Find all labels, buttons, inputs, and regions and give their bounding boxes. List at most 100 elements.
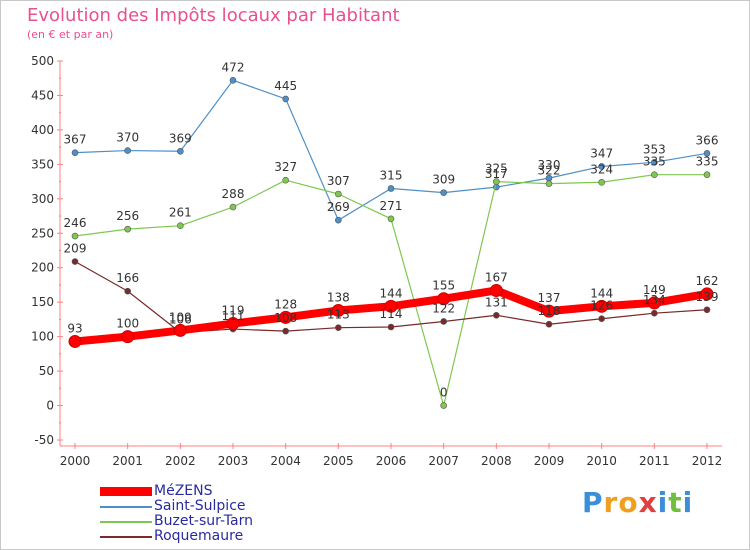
data-label: 256 xyxy=(116,209,139,223)
data-point xyxy=(703,306,711,314)
x-tick-label: 2004 xyxy=(270,454,301,468)
data-label: 0 xyxy=(440,386,448,400)
data-label: 322 xyxy=(538,164,561,178)
data-point xyxy=(651,309,658,317)
data-label: 288 xyxy=(222,187,245,201)
data-point xyxy=(598,163,605,170)
data-label: 111 xyxy=(222,309,245,323)
data-label: 114 xyxy=(380,307,403,321)
data-point xyxy=(440,318,447,325)
data-label: 122 xyxy=(432,301,455,315)
data-label: 137 xyxy=(538,291,561,305)
data-label: 139 xyxy=(696,290,719,304)
data-point xyxy=(651,158,658,166)
data-point xyxy=(124,147,131,154)
x-tick-label: 2006 xyxy=(376,454,407,468)
y-tick-label: 500 xyxy=(31,54,54,68)
x-tick-label: 2010 xyxy=(586,454,617,468)
data-label: 109 xyxy=(169,310,192,324)
data-point xyxy=(545,180,553,187)
x-tick-label: 2005 xyxy=(323,454,354,468)
y-tick-label: 250 xyxy=(31,226,54,240)
data-point xyxy=(335,324,342,331)
logo-letter: r xyxy=(603,486,619,519)
data-label: 370 xyxy=(116,131,139,145)
logo-letter: i xyxy=(682,486,694,519)
data-label: 315 xyxy=(380,168,403,182)
data-label: 144 xyxy=(380,286,403,300)
data-label: 327 xyxy=(274,160,297,174)
y-tick-label: 300 xyxy=(31,192,54,206)
x-tick-label: 2007 xyxy=(428,454,459,468)
data-point xyxy=(595,299,609,313)
data-point xyxy=(71,232,79,240)
data-label: 128 xyxy=(274,297,297,311)
data-point xyxy=(489,283,503,297)
data-point xyxy=(440,189,447,196)
logo-letter: P xyxy=(582,486,604,519)
proxiti-logo: Proxiti xyxy=(582,486,693,519)
data-label: 271 xyxy=(380,199,403,213)
data-point xyxy=(282,95,289,103)
x-tick-label: 2012 xyxy=(692,454,723,468)
data-label: 472 xyxy=(222,60,245,74)
data-label: 93 xyxy=(67,321,82,335)
data-point xyxy=(124,225,131,233)
legend-item-saint-sulpice: Saint-Sulpice xyxy=(100,499,253,514)
y-tick-label: 350 xyxy=(31,157,54,171)
data-point xyxy=(542,304,556,318)
data-label: 113 xyxy=(327,308,350,322)
data-point xyxy=(598,315,605,323)
data-label: 445 xyxy=(274,79,297,93)
data-label: 119 xyxy=(222,304,245,318)
data-point xyxy=(173,323,187,337)
legend-swatch-roquemaure xyxy=(100,535,152,538)
data-label: 347 xyxy=(590,146,613,160)
data-label: 162 xyxy=(696,274,719,288)
data-point xyxy=(493,311,500,319)
data-point xyxy=(647,296,661,310)
data-point xyxy=(387,323,395,331)
data-label: 366 xyxy=(696,133,719,147)
x-tick-label: 2011 xyxy=(639,454,670,468)
data-label: 100 xyxy=(116,317,139,331)
legend-swatch-buzet-sur-tarn xyxy=(100,520,152,523)
data-point xyxy=(703,150,711,157)
chart-title: Evolution des Impôts locaux par Habitant xyxy=(27,5,400,26)
data-point xyxy=(493,178,500,185)
data-label: 118 xyxy=(538,304,561,318)
y-tick-label: 50 xyxy=(39,364,54,378)
data-point xyxy=(282,176,289,184)
data-point xyxy=(703,171,711,178)
x-tick-label: 2003 xyxy=(218,454,249,468)
data-label: 131 xyxy=(485,295,508,309)
logo-letter: x xyxy=(638,486,658,519)
data-point xyxy=(384,299,398,313)
data-point xyxy=(71,149,79,156)
legend-swatch-saint-sulpice xyxy=(100,505,152,508)
logo-letter: o xyxy=(618,486,639,519)
data-label: 209 xyxy=(64,242,87,256)
legend: MéZENS Saint-Sulpice Buzet-sur-Tarn Roqu… xyxy=(100,484,253,544)
data-label: 166 xyxy=(116,271,139,285)
data-point xyxy=(124,287,131,295)
data-point xyxy=(545,320,553,328)
data-point xyxy=(226,317,240,331)
data-label: 353 xyxy=(643,142,666,156)
legend-swatch-mezens xyxy=(100,487,152,496)
chart-subtitle: (en € et par an) xyxy=(27,28,114,41)
data-point xyxy=(229,76,237,84)
data-label: 155 xyxy=(432,279,455,293)
data-label: 149 xyxy=(643,283,666,297)
legend-label-saint-sulpice: Saint-Sulpice xyxy=(154,498,246,514)
data-label: 144 xyxy=(590,286,613,300)
x-tick-label: 2001 xyxy=(112,454,143,468)
legend-label-mezens: MéZENS xyxy=(154,483,213,499)
data-label: 330 xyxy=(538,158,561,172)
data-point xyxy=(651,171,658,178)
data-point xyxy=(700,287,714,301)
data-label: 307 xyxy=(327,174,350,188)
legend-item-buzet-sur-tarn: Buzet-sur-Tarn xyxy=(100,514,253,529)
